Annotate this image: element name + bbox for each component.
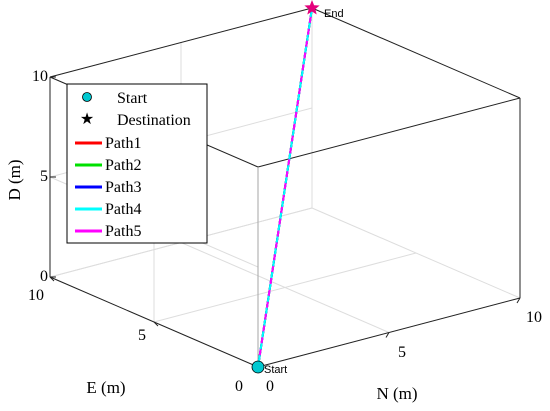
legend: Start ★ Destination Path1 Path2 Path3 Pa… — [66, 83, 208, 244]
legend-destination-symbol: ★ — [80, 111, 94, 128]
y-axis-label: E (m) — [86, 378, 125, 397]
y-ticks: 10 5 0 — [28, 287, 243, 395]
x-tick-mark — [516, 297, 521, 304]
x-ticks: 0 5 10 — [266, 309, 542, 395]
y-tick-label: 0 — [235, 378, 243, 395]
destination-marker — [304, 0, 320, 15]
y-tick-mark — [49, 276, 55, 282]
y-tick-label: 5 — [138, 327, 146, 344]
z-axis-label: D (m) — [5, 159, 24, 200]
box-edge — [49, 7, 313, 78]
legend-label: Start — [117, 90, 148, 107]
grid-line — [153, 252, 417, 323]
y-tick-mark — [153, 321, 159, 327]
series — [257, 7, 313, 368]
x-tick-label: 5 — [398, 344, 406, 361]
x-tick-label: 0 — [266, 378, 274, 395]
box-edge — [311, 7, 521, 99]
markers — [251, 0, 320, 374]
z-ticks: 0 5 10 — [32, 68, 48, 285]
box-edge — [257, 97, 521, 168]
z-tick-label: 10 — [32, 68, 48, 85]
start-annotation: Start — [264, 364, 287, 376]
start-marker — [251, 360, 265, 374]
end-annotation: End — [324, 8, 344, 20]
legend-label: Path1 — [105, 135, 141, 152]
z-tick-label: 5 — [40, 168, 48, 185]
legend-label: Path3 — [105, 179, 141, 196]
z-tick-label: 0 — [40, 268, 48, 285]
legend-label: Path5 — [105, 223, 141, 240]
y-tick-label: 10 — [28, 287, 44, 304]
legend-label: Destination — [117, 112, 191, 129]
x-tick-mark — [385, 332, 390, 338]
legend-label: Path2 — [105, 157, 141, 174]
series-path5-line — [257, 7, 313, 368]
x-axis-label: N (m) — [376, 384, 417, 403]
x-tick-label: 10 — [526, 309, 542, 326]
legend-start-symbol — [82, 92, 92, 102]
legend-label: Path4 — [105, 201, 141, 218]
